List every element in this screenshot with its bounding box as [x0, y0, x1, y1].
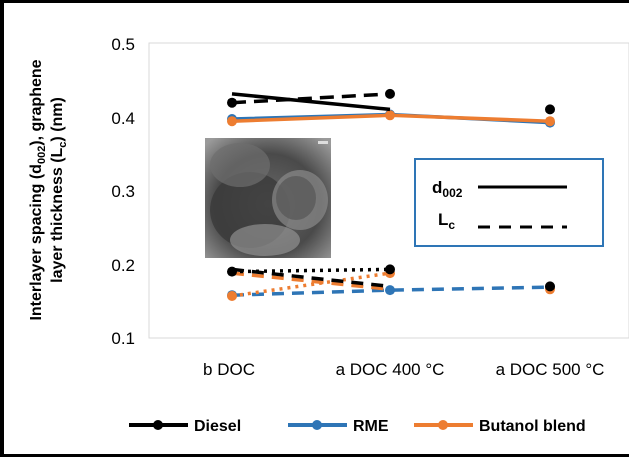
legend: Diesel RME Butanol blend	[129, 418, 586, 435]
y-tick-label: 0.4	[111, 109, 135, 128]
series-point-low-butanol-blend	[227, 291, 237, 301]
series-point-diesel	[227, 97, 237, 108]
y-tick-label: 0.1	[111, 329, 135, 348]
legend-item-diesel: Diesel	[129, 418, 241, 435]
y-tick-label: 0.2	[111, 256, 135, 275]
inset-legend-d002: d002	[432, 178, 463, 200]
legend-item-rme: RME	[288, 418, 389, 435]
series-layer	[227, 88, 555, 301]
plot-area	[148, 42, 629, 339]
series-line-d002-diesel	[231, 92, 391, 112]
svg-text:Interlayer spacing (d002), gra: Interlayer spacing (d002), graphene	[28, 59, 48, 320]
series-point-diesel	[385, 88, 395, 99]
x-tick-label: a DOC 400 °C	[336, 360, 445, 379]
series-point-low-diesel	[545, 281, 555, 292]
series-line-low-dashed-butanol-blend	[231, 271, 391, 292]
y-tick-label: 0.5	[111, 35, 135, 54]
svg-text:layer thickness (Lc) (nm): layer thickness (Lc) (nm)	[49, 97, 69, 283]
series-point-butanol-blend	[385, 110, 395, 121]
series-line-low-dotted-butanol-blend	[231, 271, 391, 298]
svg-text:Diesel: Diesel	[194, 418, 241, 435]
series-line-low-dashed-rme	[231, 285, 551, 297]
inset-tem-image	[205, 138, 331, 258]
svg-text:Butanol blend: Butanol blend	[479, 418, 586, 435]
series-point-butanol-blend	[545, 116, 555, 127]
inset-legend-lc: Lc	[438, 210, 455, 232]
series-point-low-rme	[385, 285, 395, 296]
series-line-lc-diesel	[231, 92, 391, 105]
x-tick-label: b DOC	[203, 360, 255, 379]
series-point-diesel	[545, 104, 555, 115]
x-tick-label: a DOC 500 °C	[496, 360, 605, 379]
series-point-low-diesel	[227, 266, 237, 277]
series-point-butanol-blend	[227, 116, 237, 127]
y-tick-label: 0.3	[111, 182, 135, 201]
y-axis-label: Interlayer spacing (d002), graphene laye…	[28, 59, 69, 320]
svg-text:RME: RME	[353, 418, 389, 435]
series-line-low-dashed-diesel	[231, 267, 391, 289]
inset-legend: d002 Lc	[414, 158, 604, 247]
series-point-low-diesel	[385, 264, 395, 275]
legend-item-butanol: Butanol blend	[414, 418, 586, 435]
